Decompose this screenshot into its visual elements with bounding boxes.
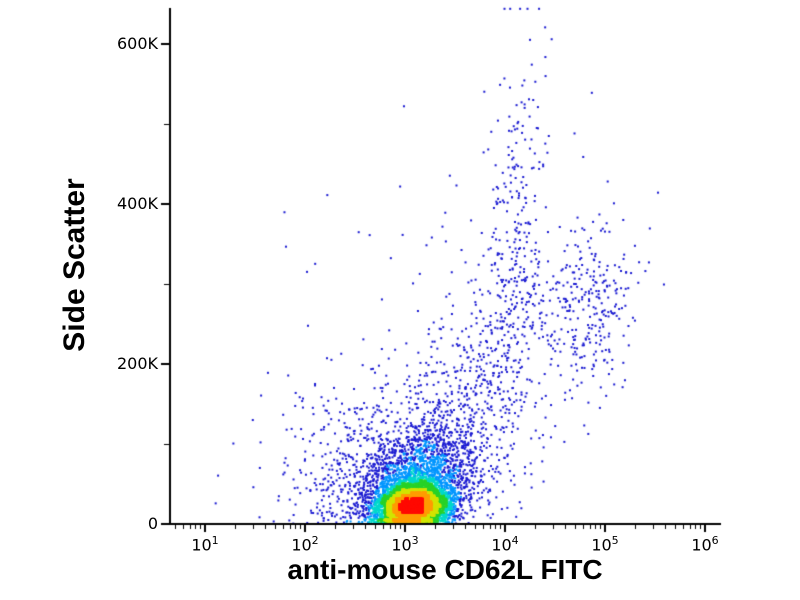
x-tick-label: 104	[491, 534, 519, 555]
y-tick-label: 600K	[116, 34, 158, 53]
x-tick-label: 103	[391, 534, 419, 555]
x-axis-label: anti-mouse CD62L FITC	[287, 554, 603, 585]
y-tick-label: 0	[147, 514, 158, 533]
x-tick-label: 101	[191, 534, 219, 555]
x-tick-label: 106	[691, 534, 719, 555]
y-axis-label: Side Scatter	[58, 178, 91, 352]
y-tick-label: 400K	[116, 194, 158, 213]
x-tick-label: 105	[591, 534, 619, 555]
x-tick-label: 102	[291, 534, 319, 555]
y-tick-label: 200K	[116, 354, 158, 373]
